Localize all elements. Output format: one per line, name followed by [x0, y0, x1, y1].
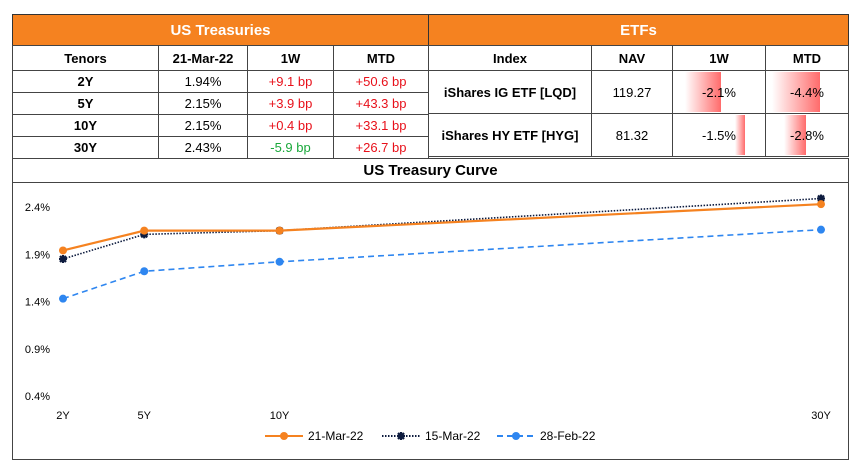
col-header: NAV — [591, 45, 673, 71]
legend-marker — [280, 432, 288, 440]
y-tick-label: 2.4% — [25, 202, 50, 214]
value: -1.5% — [702, 127, 736, 143]
legend-marker — [397, 432, 405, 440]
series-line-15-Mar-22 — [62, 197, 822, 260]
tenor: 10Y — [12, 114, 159, 137]
table-row: iShares IG ETF [LQD] 119.27 -2.1% -4.4% — [428, 70, 849, 114]
legend-label: 15-Mar-22 — [425, 429, 481, 443]
y-tick-label: 0.9% — [25, 344, 50, 356]
x-tick-label: 5Y — [137, 410, 151, 422]
treasuries-table: Tenors 21-Mar-22 1W MTD 2Y 1.94% +9.1 bp +50.6… — [12, 45, 429, 159]
data-point — [140, 226, 149, 235]
x-tick-label: 2Y — [56, 410, 70, 422]
x-tick-label: 10Y — [270, 410, 290, 422]
data-bar — [734, 115, 745, 155]
etfs-table: Index NAV 1W MTD iShares IG ETF [LQD] 119.27… — [428, 45, 849, 157]
data-bar — [784, 115, 806, 155]
data-point — [275, 257, 284, 266]
yield: 1.94% — [158, 70, 248, 93]
change-1w: -2.1% — [672, 70, 766, 114]
table-row: 2Y 1.94% +9.1 bp +50.6 bp — [12, 70, 429, 93]
col-header: MTD — [765, 45, 849, 71]
data-bar — [772, 72, 820, 112]
col-header: Index — [428, 45, 592, 71]
legend-label: 28-Feb-22 — [540, 429, 596, 443]
data-point — [275, 226, 284, 235]
data-point — [817, 225, 825, 234]
data-point — [140, 267, 149, 276]
etf-name: iShares HY ETF [HYG] — [428, 113, 592, 157]
legend-marker — [512, 432, 520, 440]
change-mtd: -2.8% — [765, 113, 849, 157]
x-tick-label: 30Y — [811, 410, 831, 422]
change-mtd: +26.7 bp — [333, 136, 429, 159]
table-row: iShares HY ETF [HYG] 81.32 -1.5% -2.8% — [428, 113, 849, 157]
data-bar — [685, 72, 721, 112]
series-line-21-Mar-22 — [62, 203, 822, 252]
value: -4.4% — [790, 84, 824, 100]
change-1w: -1.5% — [672, 113, 766, 157]
change-mtd: +43.3 bp — [333, 92, 429, 115]
series-line-28-Feb-22 — [62, 228, 822, 300]
data-point — [817, 194, 825, 203]
change-mtd: -4.4% — [765, 70, 849, 114]
table-row: 30Y 2.43% -5.9 bp +26.7 bp — [12, 136, 429, 159]
col-header: 21-Mar-22 — [158, 45, 248, 71]
yield: 2.15% — [158, 114, 248, 137]
chart-title: US Treasury Curve — [13, 159, 848, 183]
value: -2.8% — [790, 127, 824, 143]
value: -2.1% — [702, 84, 736, 100]
data-point — [59, 294, 67, 303]
us-treasuries-header: US Treasuries — [12, 14, 429, 46]
y-tick-label: 0.4% — [25, 391, 50, 403]
data-point — [817, 200, 825, 209]
y-tick-label: 1.4% — [25, 297, 50, 309]
data-point — [59, 254, 67, 263]
y-tick-label: 1.9% — [25, 249, 50, 261]
etf-name: iShares IG ETF [LQD] — [428, 70, 592, 114]
legend-label: 21-Mar-22 — [308, 429, 364, 443]
data-point — [59, 246, 67, 255]
nav: 81.32 — [591, 113, 673, 157]
nav: 119.27 — [591, 70, 673, 114]
